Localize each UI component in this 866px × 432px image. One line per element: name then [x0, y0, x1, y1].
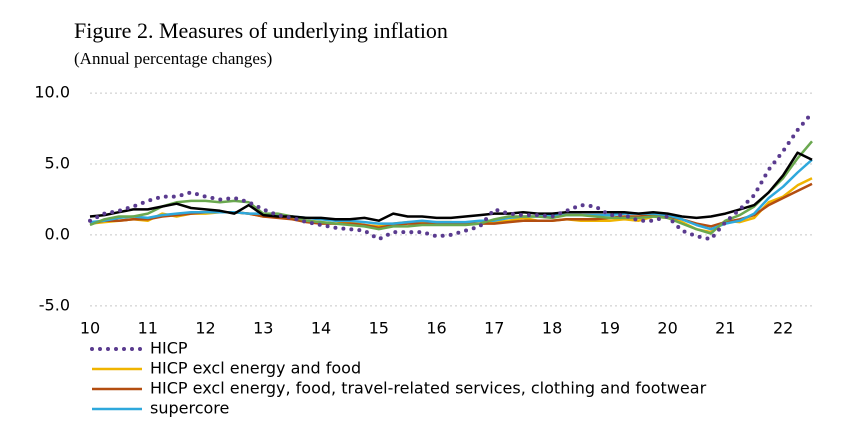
- chart-subtitle: (Annual percentage changes): [74, 49, 272, 68]
- legend-label: supercore: [150, 399, 229, 418]
- y-tick-label: -5.0: [39, 295, 70, 314]
- series-line: [89, 151, 813, 222]
- legend-label: HICP excl energy, food, travel-related s…: [150, 379, 707, 398]
- x-tick-label: 12: [195, 319, 215, 338]
- chart-title: Figure 2. Measures of underlying inflati…: [74, 18, 448, 43]
- series-line: [88, 110, 814, 242]
- x-tick-label: 10: [80, 319, 100, 338]
- legend-label: HICP excl energy and food: [150, 359, 361, 378]
- x-tick-label: 20: [657, 319, 677, 338]
- x-tick-label: 16: [426, 319, 446, 338]
- y-tick-label: 5.0: [45, 154, 70, 173]
- series-line: [89, 140, 813, 235]
- x-tick-label: 22: [773, 319, 793, 338]
- series-line: [89, 158, 813, 231]
- x-tick-label: 21: [715, 319, 735, 338]
- x-tick-label: 14: [311, 319, 331, 338]
- y-tick-label: 0.0: [45, 224, 70, 243]
- y-tick-label: 10.0: [34, 83, 70, 102]
- x-tick-label: 19: [600, 319, 620, 338]
- x-tick-label: 11: [138, 319, 158, 338]
- x-tick-label: 18: [542, 319, 562, 338]
- x-tick-label: 17: [484, 319, 504, 338]
- legend-label: HICP: [150, 339, 188, 358]
- x-tick-label: 15: [369, 319, 389, 338]
- x-tick-label: 13: [253, 319, 273, 338]
